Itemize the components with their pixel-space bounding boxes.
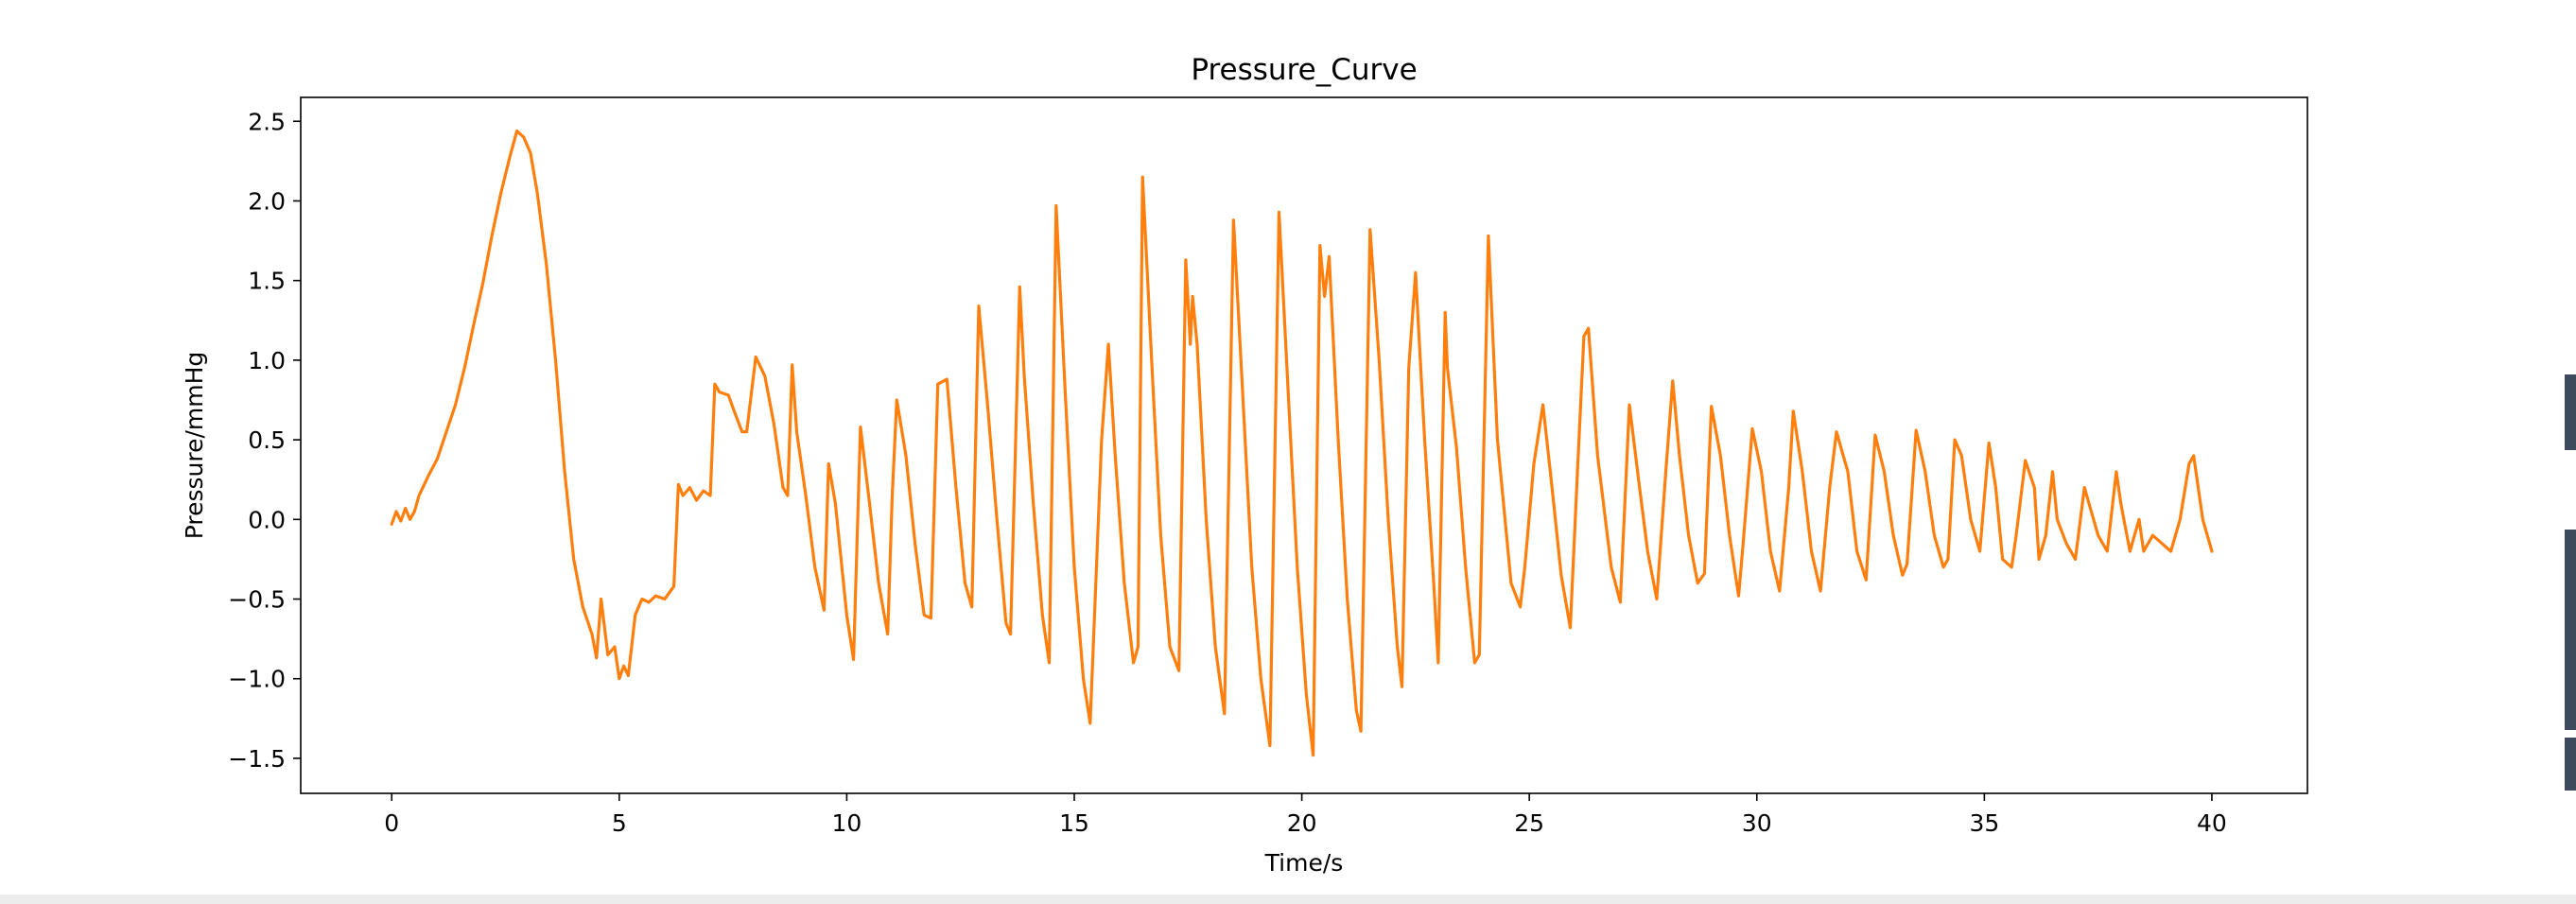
x-tick-label: 10 — [832, 809, 862, 837]
y-tick-label: 0.5 — [248, 426, 286, 454]
y-tick-label: 2.5 — [248, 108, 286, 135]
x-tick-label: 20 — [1287, 809, 1317, 837]
y-tick-label: −0.5 — [228, 586, 286, 614]
edge-window-thumb — [2565, 374, 2576, 450]
chart-title: Pressure_Curve — [1191, 53, 1417, 87]
x-tick-label: 35 — [1969, 809, 1999, 837]
plot-frame — [300, 96, 2308, 794]
y-tick-label: 1.0 — [248, 347, 286, 374]
plot-background — [301, 97, 2307, 793]
x-tick-label: 5 — [612, 809, 627, 837]
y-axis-ticks: −1.5 −1.0 −0.5 0.0 0.5 1.0 1.5 2.0 2.5 — [228, 108, 301, 773]
x-tick-label: 40 — [2197, 809, 2227, 837]
y-tick-label: −1.5 — [228, 745, 286, 773]
x-axis-label: Time/s — [1264, 849, 1344, 877]
y-axis-label: Pressure/mmHg — [181, 352, 208, 540]
x-axis-ticks: 0 5 10 15 20 25 30 35 40 — [384, 793, 2227, 837]
x-tick-label: 25 — [1514, 809, 1544, 837]
series-points — [392, 130, 2213, 756]
edge-window-thumb — [2565, 530, 2576, 730]
y-tick-label: 0.0 — [248, 506, 286, 533]
y-tick-label: 2.0 — [248, 187, 286, 215]
bottom-edge-strip — [0, 895, 2576, 904]
y-tick-label: −1.0 — [228, 666, 286, 693]
x-tick-label: 15 — [1059, 809, 1089, 837]
x-tick-label: 30 — [1742, 809, 1772, 837]
y-tick-label: 1.5 — [248, 268, 286, 295]
edge-window-thumb — [2565, 738, 2576, 791]
series-line-pressure — [390, 129, 2214, 757]
x-tick-label: 0 — [384, 809, 399, 837]
